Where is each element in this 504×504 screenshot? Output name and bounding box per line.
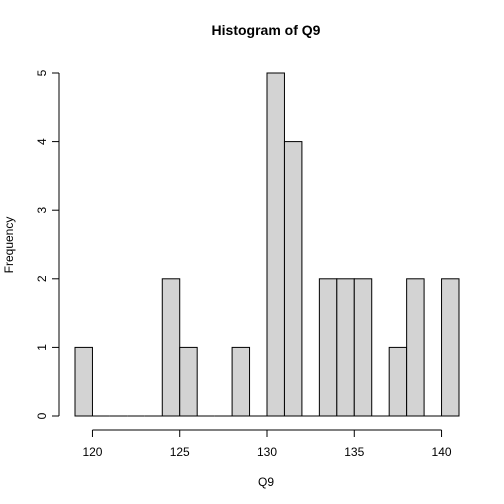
y-tick-label-2: 2 — [35, 275, 49, 282]
histogram-bar-19 — [406, 278, 425, 417]
x-tick-label-130: 130 — [257, 445, 277, 459]
y-tick-label-5: 5 — [35, 69, 49, 76]
x-tick-label-125: 125 — [170, 445, 190, 459]
histogram-bar-12 — [283, 141, 303, 417]
histogram-bar-9 — [231, 346, 251, 417]
histogram-bar-6 — [179, 346, 198, 417]
histogram-bar-16 — [353, 278, 373, 417]
bars-group — [74, 72, 460, 417]
histogram-bar-11 — [266, 72, 285, 417]
histogram-bar-21 — [441, 278, 460, 417]
x-tick-label-135: 135 — [344, 445, 364, 459]
y-axis-label: Frequency — [2, 217, 16, 274]
chart-title: Histogram of Q9 — [212, 22, 321, 38]
y-tick-label-1: 1 — [35, 344, 49, 351]
histogram-bar-0 — [74, 346, 93, 417]
x-axis: 120 125 130 135 140 — [82, 429, 452, 459]
y-tick-label-0: 0 — [35, 412, 49, 419]
y-axis: 0 1 2 3 4 5 — [35, 69, 60, 419]
x-tick-label-140: 140 — [432, 445, 452, 459]
histogram-bar-18 — [388, 346, 408, 417]
x-tick-label-120: 120 — [82, 445, 102, 459]
histogram-bar-5 — [161, 278, 181, 417]
histogram-bar-14 — [318, 278, 338, 417]
x-axis-label: Q9 — [258, 475, 274, 489]
histogram-bar-15 — [336, 278, 355, 417]
y-tick-label-3: 3 — [35, 207, 49, 214]
y-tick-label-4: 4 — [35, 138, 49, 145]
